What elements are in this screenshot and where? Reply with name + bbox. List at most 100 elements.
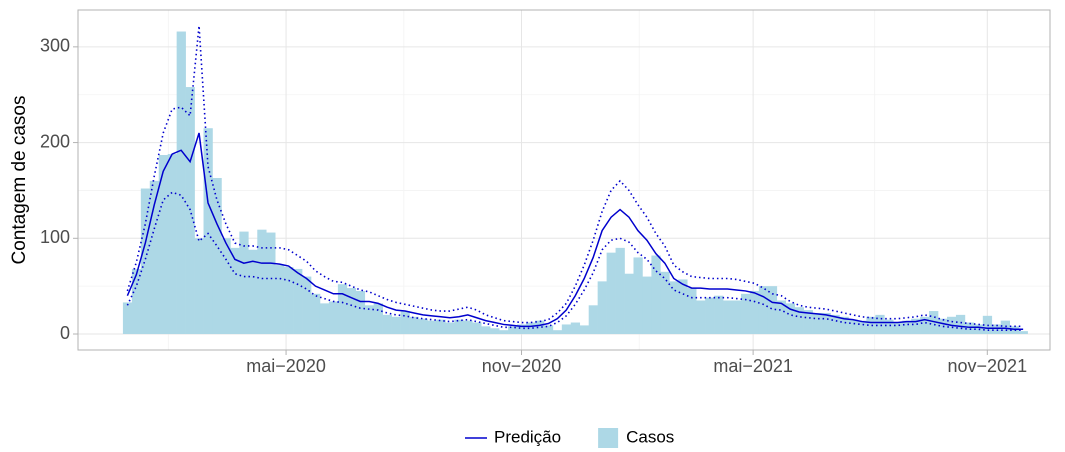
bar: [122, 302, 133, 335]
bar: [955, 314, 966, 335]
bar: [266, 232, 276, 335]
bar: [723, 300, 733, 335]
bar: [328, 301, 339, 335]
bar: [293, 268, 303, 335]
bar: [131, 268, 142, 335]
bar: [1018, 331, 1028, 335]
bar: [803, 310, 813, 335]
bar: [732, 300, 742, 335]
bar: [373, 303, 383, 335]
bar: [355, 290, 366, 335]
legend-swatch: [598, 428, 619, 448]
bar: [696, 300, 706, 335]
bar: [964, 322, 975, 335]
bar: [758, 286, 769, 335]
bar: [920, 316, 930, 335]
bar: [257, 229, 267, 335]
bar: [391, 316, 401, 335]
y-tick-label: 200: [40, 131, 70, 151]
bar: [839, 316, 849, 335]
bar: [938, 318, 948, 335]
bar: [248, 249, 258, 335]
y-tick-label: 100: [40, 227, 70, 247]
bar: [1000, 320, 1010, 335]
bar: [311, 293, 321, 335]
bar: [705, 297, 715, 335]
bar: [570, 322, 581, 335]
bar: [776, 300, 787, 335]
bar: [857, 320, 867, 335]
x-tick-label: nov−2020: [482, 356, 562, 376]
interval-line: [126, 191, 1024, 331]
bar: [454, 319, 464, 335]
bar: [884, 319, 894, 335]
bar: [508, 326, 518, 335]
bar: [302, 276, 312, 335]
bar: [382, 314, 392, 335]
bar: [973, 324, 984, 335]
bar: [606, 252, 616, 335]
bar: [490, 328, 500, 335]
bar: [991, 324, 1002, 335]
bar: [275, 265, 285, 335]
bar: [911, 318, 921, 335]
bar: [463, 320, 473, 335]
bar: [821, 312, 831, 335]
bar: [866, 316, 876, 335]
bar: [409, 316, 419, 335]
bar: [203, 128, 213, 335]
bar: [552, 330, 563, 335]
bar: [561, 324, 572, 335]
bar: [642, 276, 652, 335]
bar: [651, 255, 661, 335]
y-tick-label: 0: [60, 323, 70, 343]
bar: [830, 314, 840, 335]
bar: [337, 284, 348, 335]
bar: [472, 322, 482, 335]
legend-label: Predição: [494, 427, 561, 446]
bar: [785, 303, 796, 335]
bar: [481, 326, 491, 335]
bar: [212, 177, 222, 335]
bar: [794, 307, 804, 335]
bar: [427, 320, 437, 335]
bar: [230, 247, 240, 335]
bar: [346, 288, 357, 335]
bar: [678, 279, 688, 335]
x-tick-label: nov−2021: [948, 356, 1028, 376]
bar: [534, 320, 545, 335]
bar: [221, 238, 231, 335]
bar: [543, 325, 554, 335]
bar: [149, 180, 160, 335]
bar: [517, 324, 527, 335]
bar: [875, 314, 885, 335]
bar: [185, 87, 195, 335]
bar: [579, 325, 589, 335]
bar: [669, 281, 679, 335]
line: [126, 132, 1024, 330]
bar: [140, 188, 151, 335]
bar: [499, 330, 509, 335]
bar: [902, 320, 912, 335]
bar: [436, 319, 446, 335]
bar: [194, 238, 204, 335]
bar: [615, 247, 625, 335]
bar: [445, 322, 455, 335]
bar: [418, 318, 428, 335]
bar: [158, 155, 169, 335]
legend-label: Casos: [626, 427, 674, 446]
bar: [740, 293, 751, 335]
bar: [176, 31, 186, 335]
bar: [319, 303, 330, 335]
bar: [633, 257, 643, 335]
bar: [714, 295, 724, 335]
bar: [767, 286, 778, 335]
x-tick-label: mai−2021: [713, 356, 793, 376]
bar: [848, 319, 858, 335]
bar: [1009, 326, 1019, 335]
bar: [687, 288, 697, 335]
bar: [167, 154, 177, 335]
bar: [624, 273, 634, 335]
bar: [239, 231, 249, 335]
